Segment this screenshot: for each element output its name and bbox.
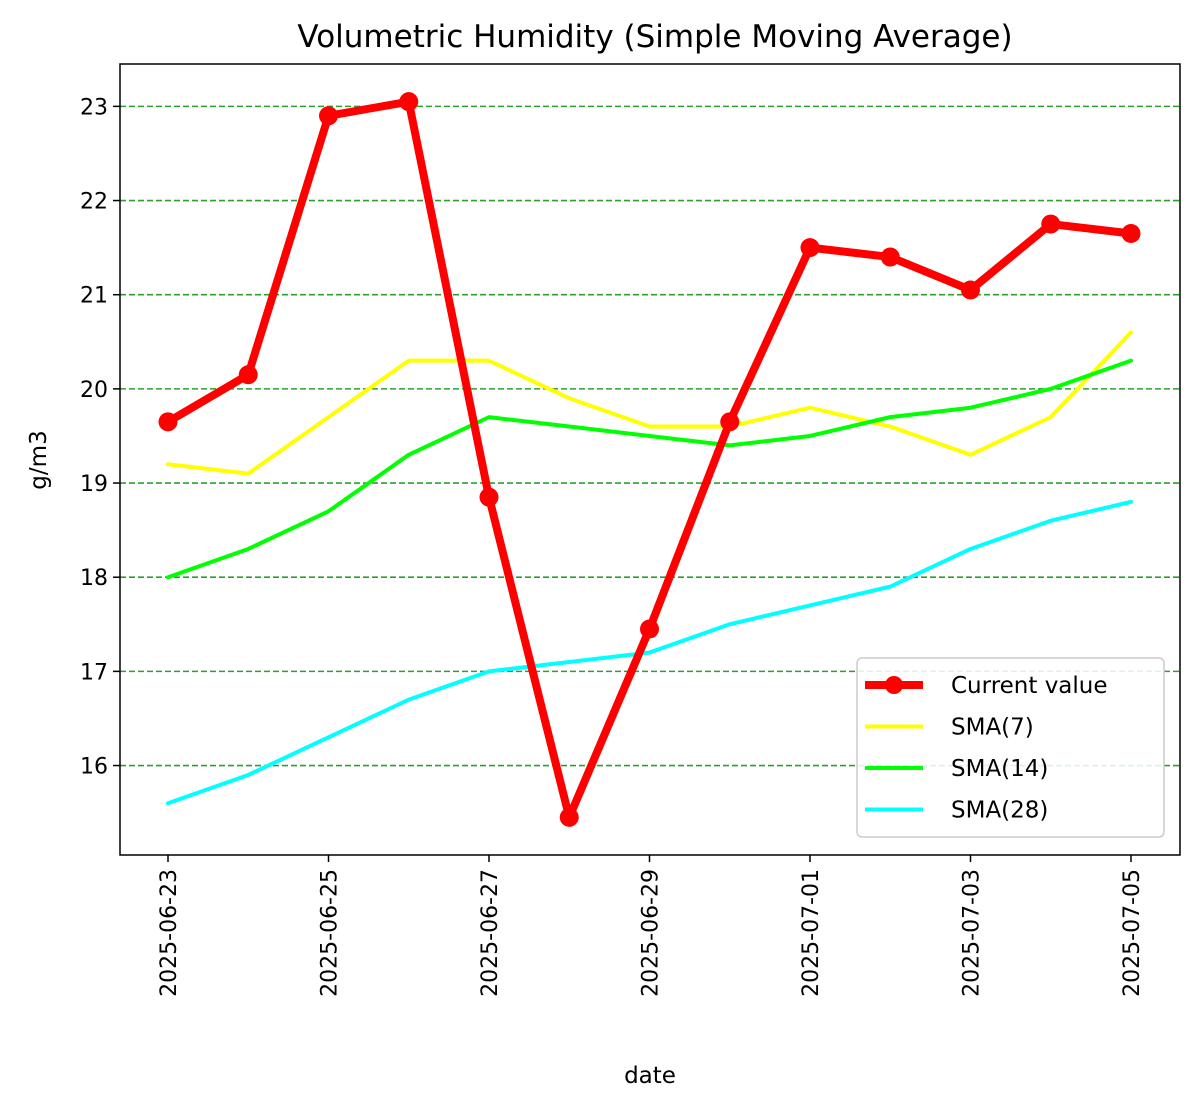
x-tick-label: 2025-07-05	[1120, 869, 1145, 997]
y-tick-label: 19	[80, 472, 108, 497]
series-line	[166, 330, 1133, 476]
y-tick-label: 23	[80, 95, 108, 120]
y-axis-ticks: 16 17 18 19 20 21 22 23	[80, 95, 120, 780]
data-point	[479, 487, 499, 507]
y-tick-label: 18	[80, 566, 108, 591]
x-tick-label: 2025-06-29	[639, 869, 664, 997]
legend: Current value SMA(7) SMA(14) SMA(28)	[856, 657, 1165, 838]
y-axis-label: g/m3	[26, 430, 52, 489]
x-axis-ticks: 2025-06-23 2025-06-25 2025-06-27 2025-06-29…	[157, 855, 1145, 997]
x-axis-label: date	[624, 1063, 676, 1089]
y-tick-label: 21	[80, 284, 108, 309]
y-tick-label: 22	[80, 190, 108, 215]
data-point	[1041, 214, 1061, 234]
series-line	[166, 499, 1133, 806]
series-3	[166, 499, 1133, 806]
data-point	[720, 412, 740, 432]
legend-label: SMA(14)	[951, 756, 1048, 782]
data-point	[319, 106, 338, 126]
x-tick-label: 2025-07-01	[799, 869, 824, 997]
x-tick-label: 2025-06-23	[157, 869, 182, 997]
x-tick-label: 2025-06-27	[478, 869, 503, 997]
y-tick-label: 17	[80, 660, 108, 685]
legend-entry: SMA(28)	[865, 798, 1048, 824]
chart-title: Volumetric Humidity (Simple Moving Avera…	[297, 19, 1012, 55]
legend-entry: SMA(7)	[865, 715, 1034, 741]
legend-label: SMA(7)	[951, 715, 1034, 741]
series-0	[158, 92, 1141, 827]
series-line	[166, 358, 1133, 580]
legend-label: SMA(28)	[951, 798, 1048, 824]
x-tick-label: 2025-06-25	[318, 869, 343, 997]
data-point	[961, 280, 980, 300]
data-point	[238, 365, 258, 385]
data-point	[1121, 224, 1141, 243]
x-tick-label: 2025-07-03	[960, 869, 985, 997]
data-point	[158, 412, 178, 432]
data-point	[559, 807, 579, 827]
y-tick-label: 16	[80, 755, 108, 780]
legend-entry: SMA(14)	[865, 756, 1048, 782]
data-point	[399, 92, 419, 112]
legend-marker	[885, 676, 903, 694]
series-2	[166, 358, 1133, 580]
series-lines	[158, 92, 1141, 827]
y-tick-label: 20	[80, 378, 108, 403]
legend-label: Current value	[951, 673, 1108, 699]
data-point	[640, 619, 659, 639]
data-point	[800, 238, 820, 258]
legend-box	[856, 657, 1165, 838]
series-1	[166, 330, 1133, 476]
legend-entry: Current value	[865, 673, 1108, 699]
data-point	[880, 247, 900, 267]
